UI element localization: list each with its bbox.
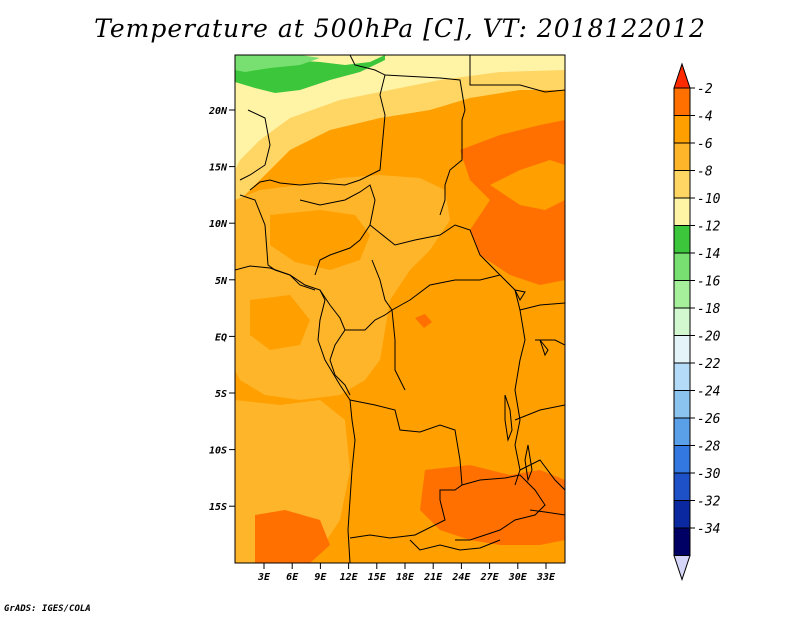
colorbar-label: -20 (697, 330, 721, 345)
colorbar-swatch (673, 252, 691, 281)
field-patch-gulf (250, 295, 310, 350)
colorbar-label: -22 (697, 357, 721, 372)
colorbar-label: -4 (697, 110, 713, 125)
colorbar-swatch (673, 307, 691, 336)
colorbar-swatch (673, 362, 691, 391)
colorbar-label: -8 (697, 165, 713, 180)
field-east-inner (490, 160, 565, 210)
lon-tick-label: 9E (314, 572, 327, 583)
lon-tick-label: 24E (451, 572, 471, 583)
colorbar-label: -26 (697, 412, 721, 427)
map-frame (234, 54, 566, 564)
lat-tick-label: 10N (209, 219, 228, 230)
lat-tick-label: 15S (209, 502, 227, 513)
field-warm-southwest (255, 510, 330, 563)
colorbar-swatch (673, 445, 691, 474)
field-warm-southeast (420, 465, 565, 545)
colorbar-label: -14 (697, 247, 720, 262)
colorbar-label: -32 (697, 495, 721, 510)
colorbar-swatch (673, 472, 691, 501)
field-warm-dot (415, 314, 432, 328)
colorbar-swatch (673, 335, 691, 364)
lon-tick-label: 6E (286, 572, 299, 583)
colorbar-swatch (673, 170, 691, 199)
colorbar-swatch (673, 390, 691, 419)
colorbar-label: -30 (697, 467, 721, 482)
latitude-axis: 20N 15N 10N 5N EQ 5S 10S 15S (208, 106, 235, 513)
longitude-axis: 3E 6E 9E 12E 15E 18E 21E 24E 27E 30E 33E (257, 563, 556, 583)
lon-tick-label: 33E (536, 572, 556, 583)
lon-tick-label: 3E (257, 572, 271, 583)
lat-tick-label: 10S (209, 446, 227, 457)
colorbar-swatch (673, 280, 691, 309)
field-patch-west (270, 210, 370, 270)
temperature-field (235, 55, 565, 563)
colorbar: -2 -4 -6 -8 -10 -12 -14 -16 -18 -20 -22 -24 -26 -28 -3… (673, 62, 721, 582)
triangle-down-icon (673, 555, 691, 582)
colorbar-swatch (673, 225, 691, 254)
colorbar-swatch (673, 417, 691, 446)
colorbar-label: -2 (697, 82, 713, 97)
lon-tick-label: 15E (368, 572, 387, 583)
lon-tick-label: 18E (396, 572, 415, 583)
colorbar-swatch (673, 527, 691, 556)
colorbar-label: -18 (697, 302, 721, 317)
lat-tick-label: 15N (209, 163, 228, 174)
triangle-up-icon (673, 62, 691, 89)
lon-tick-label: 30E (508, 572, 528, 583)
colorbar-label: -16 (697, 275, 721, 290)
colorbar-label: -10 (697, 192, 721, 207)
field-warm-east (460, 120, 565, 285)
colorbar-swatch (673, 142, 691, 171)
country-borders (235, 55, 565, 563)
colorbar-label: -6 (697, 137, 713, 152)
credit-text: GrADS: IGES/COLA (4, 604, 91, 614)
colorbar-swatch (673, 87, 691, 116)
colorbar-swatch (673, 115, 691, 144)
field-light-green-patch (235, 55, 320, 72)
page-title: Temperature at 500hPa [C], VT: 201812201… (94, 14, 706, 43)
lon-tick-label: 27E (480, 572, 500, 583)
colorbar-label: -24 (697, 385, 720, 400)
colorbar-label: -28 (697, 440, 721, 455)
colorbar-label: -12 (697, 220, 721, 235)
lon-tick-label: 12E (340, 572, 359, 583)
colorbar-swatch (673, 197, 691, 226)
lon-tick-label: 21E (423, 572, 443, 583)
lat-tick-label: EQ (215, 332, 227, 343)
colorbar-swatch (673, 500, 691, 529)
lat-tick-label: 5S (215, 389, 227, 400)
lat-tick-label: 20N (208, 106, 228, 117)
colorbar-label: -34 (697, 522, 720, 537)
lat-tick-label: 5N (215, 276, 228, 287)
